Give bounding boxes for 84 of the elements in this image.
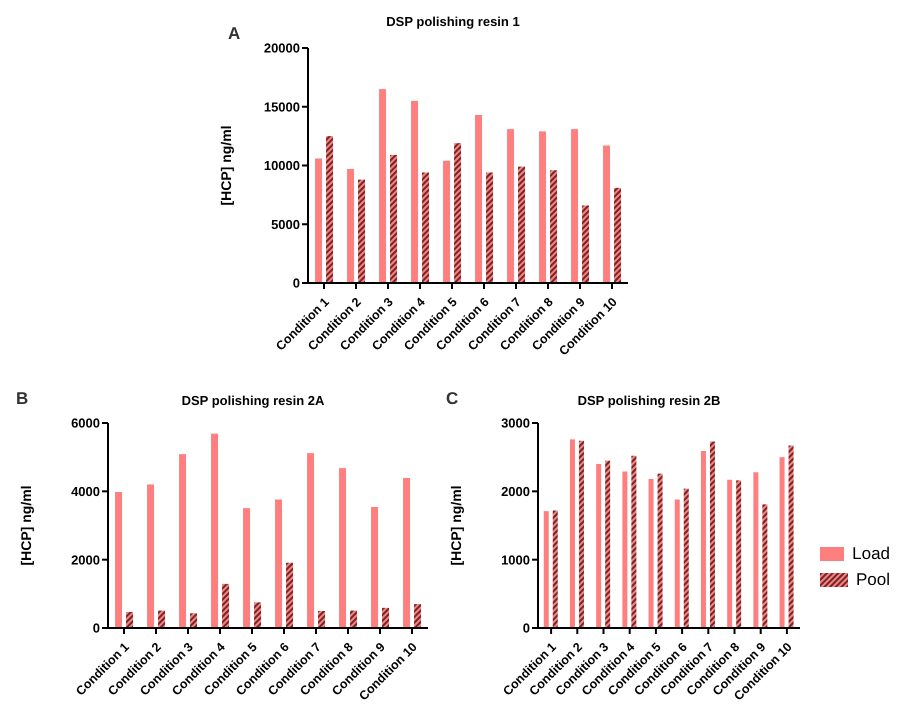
bar: [622, 472, 628, 628]
bar: [254, 602, 262, 628]
y-tick-label: 15000: [264, 99, 300, 114]
bar: [379, 89, 386, 283]
y-tick-label: 5000: [271, 216, 300, 232]
bar: [550, 170, 558, 283]
legend-label: Pool: [856, 570, 890, 590]
y-tick-label: 0: [92, 620, 100, 636]
bar: [736, 480, 742, 628]
bar: [605, 460, 610, 628]
bar: [211, 434, 218, 628]
bar: [486, 172, 494, 283]
bar: [318, 610, 326, 628]
y-tick-label: 4000: [71, 484, 100, 499]
bar: [243, 508, 250, 628]
bar: [179, 454, 186, 628]
bar: [307, 453, 314, 628]
bar: [788, 446, 794, 628]
text: A: [228, 24, 240, 44]
y-tick-label: 2000: [71, 552, 100, 568]
bar: [582, 205, 590, 283]
bar: [326, 136, 334, 283]
chart-title: DSP polishing resin 2A: [182, 393, 324, 408]
bar: [603, 146, 610, 283]
bar: [315, 158, 322, 283]
bar: [780, 457, 785, 628]
bar: [710, 441, 715, 628]
bar: [518, 166, 526, 283]
y-axis-title: [HCP] ng/ml: [18, 485, 34, 566]
y-tick-label: 1000: [501, 552, 530, 568]
bar: [631, 456, 636, 628]
bar: [422, 172, 430, 283]
bar: [443, 160, 450, 283]
y-tick-label: 20000: [264, 40, 300, 56]
bar: [454, 143, 462, 283]
text: C: [446, 389, 458, 409]
y-tick-label: 0: [522, 620, 530, 636]
bar: [414, 604, 422, 628]
chart-title: DSP polishing resin 2B: [578, 393, 720, 408]
bar: [700, 451, 706, 628]
bar: [762, 504, 768, 628]
bar: [275, 500, 282, 628]
bar: [147, 484, 154, 628]
y-tick-label: 3000: [501, 416, 530, 431]
bar: [507, 129, 514, 283]
bar: [350, 610, 358, 628]
bar: [753, 472, 758, 628]
bar: [403, 478, 410, 628]
bar: [390, 154, 398, 283]
bar: [571, 129, 578, 283]
bar: [382, 608, 390, 628]
bar: [115, 492, 122, 628]
y-tick-label: 2000: [501, 484, 530, 499]
bar: [648, 479, 654, 628]
bar: [614, 188, 622, 283]
legend-label: Load: [852, 544, 890, 564]
bar: [674, 500, 680, 628]
bar: [596, 464, 602, 628]
y-axis-title: [HCP] ng/ml: [448, 485, 464, 566]
bar: [539, 131, 546, 283]
bar: [475, 114, 482, 283]
bar: [727, 480, 732, 628]
text: B: [16, 389, 28, 409]
bar: [158, 610, 166, 628]
bar: [658, 474, 663, 628]
y-tick-label: 10000: [264, 158, 300, 174]
bar: [339, 468, 346, 628]
bar: [684, 488, 689, 628]
bar: [411, 100, 418, 283]
bar: [570, 439, 575, 628]
bar: [190, 613, 198, 628]
y-tick-label: 0: [292, 276, 300, 291]
y-tick-label: 6000: [71, 416, 100, 431]
bar: [126, 612, 134, 628]
bar: [578, 440, 584, 628]
chart-title: DSP polishing resin 1: [386, 14, 520, 29]
bar: [552, 510, 558, 628]
y-axis-title: [HCP] ng/ml: [218, 125, 234, 206]
bar: [544, 511, 549, 628]
bar: [286, 562, 294, 628]
bar: [222, 584, 230, 628]
bar: [358, 180, 366, 283]
bar: [347, 169, 354, 283]
bar: [371, 507, 378, 628]
